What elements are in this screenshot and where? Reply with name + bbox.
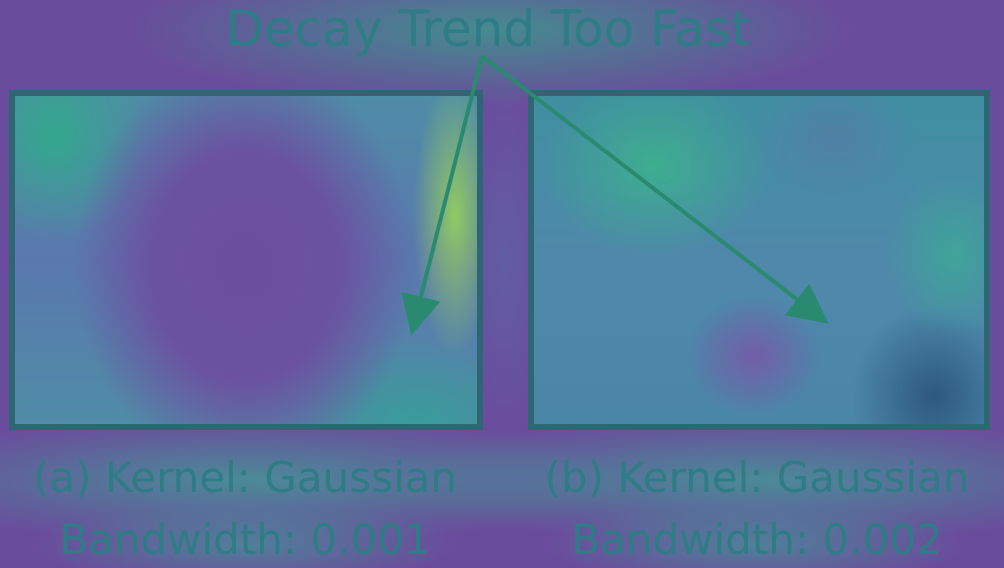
panel-a-caption-bandwidth: Bandwidth: 0.001 bbox=[59, 515, 431, 564]
panel-b-caption-bandwidth: Bandwidth: 0.002 bbox=[571, 515, 943, 564]
panel-a-caption-kernel: (a) Kernel: Gaussian bbox=[33, 453, 457, 502]
panel-b-caption-kernel: (b) Kernel: Gaussian bbox=[544, 453, 970, 502]
panel-a-heatmap bbox=[9, 90, 483, 430]
panel-b-heatmap bbox=[528, 90, 990, 430]
figure-title: Decay Trend Too Fast bbox=[225, 0, 751, 58]
